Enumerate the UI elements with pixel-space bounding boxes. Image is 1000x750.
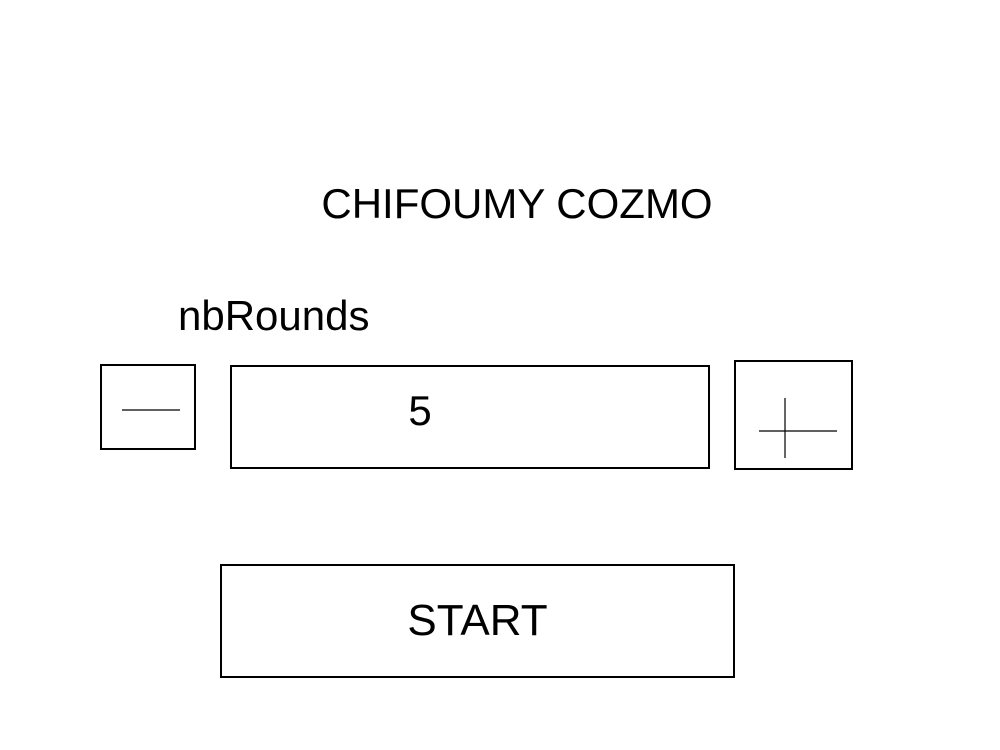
decrease-rounds-button[interactable] (100, 364, 196, 450)
start-button-label: START (407, 596, 548, 645)
start-button[interactable] (220, 564, 735, 678)
app-title: CHIFOUMY COZMO (321, 180, 713, 228)
rounds-label: nbRounds (178, 292, 370, 339)
minus-icon (122, 409, 180, 411)
rounds-value-field[interactable] (230, 365, 710, 469)
rounds-value: 5 (408, 387, 432, 434)
plus-icon (759, 398, 837, 458)
increase-rounds-button[interactable] (734, 360, 853, 470)
